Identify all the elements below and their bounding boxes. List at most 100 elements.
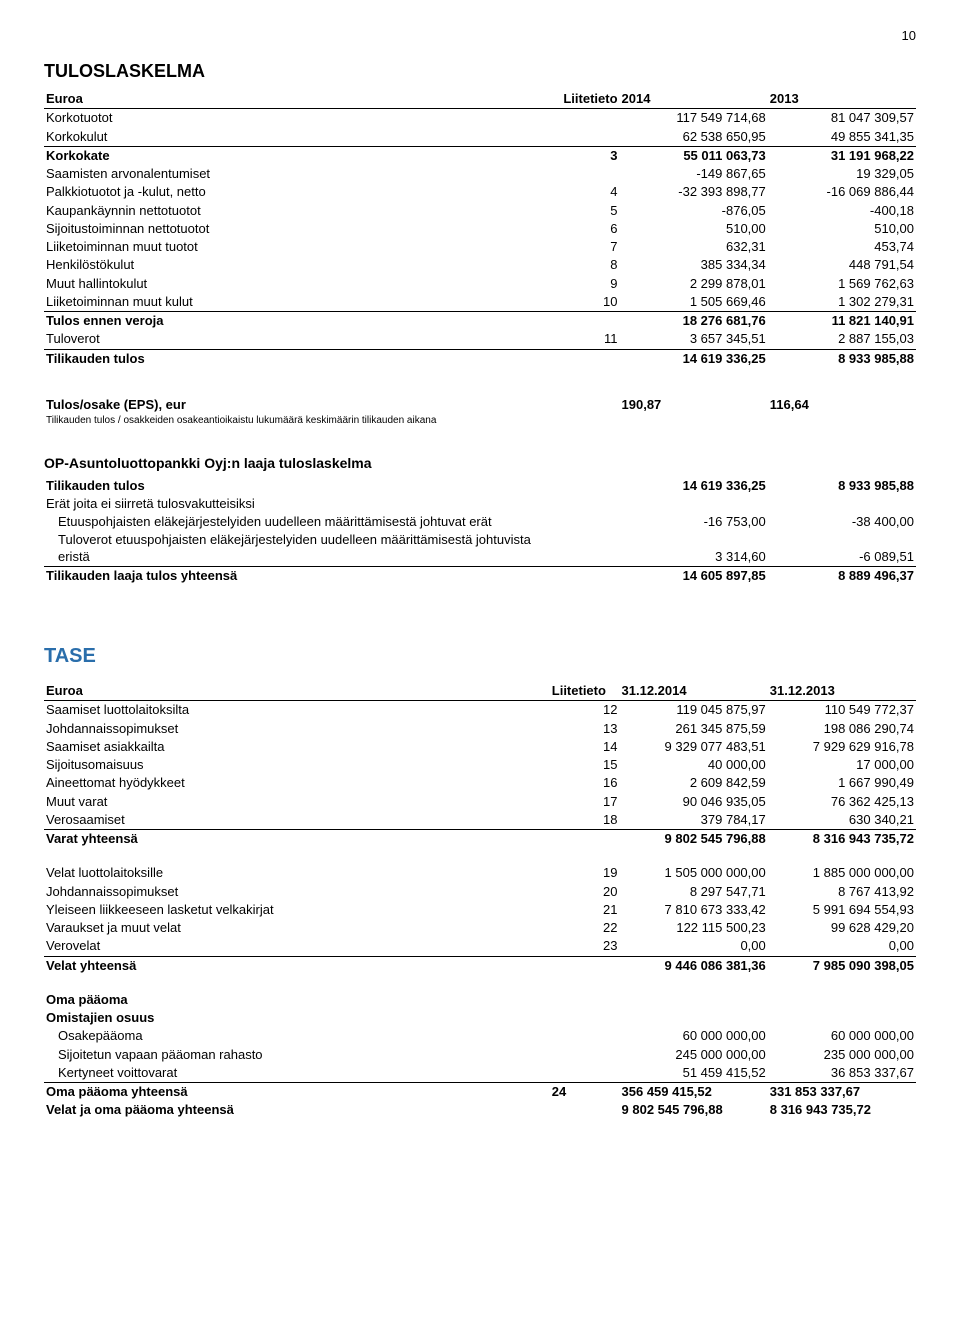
row-col-b: 8 933 985,88 (768, 477, 916, 495)
row-col-b: 31 191 968,22 (768, 146, 916, 165)
row-col-b: 11 821 140,91 (768, 312, 916, 331)
row-col-b: 630 340,21 (768, 811, 916, 830)
row-label: Aineettomat hyödykkeet (44, 774, 550, 792)
row-col-a: -16 753,00 (620, 513, 768, 531)
row-label: Henkilöstökulut (44, 256, 550, 274)
row-note (550, 109, 620, 128)
eps-table: Tulos/osake (EPS), eur 190,87 116,64 Til… (44, 396, 916, 429)
row-col-b: -38 400,00 (768, 513, 916, 531)
row-col-a: 261 345 875,59 (620, 720, 768, 738)
row-label: Korkokate (44, 146, 550, 165)
row-col-a: 2 609 842,59 (620, 774, 768, 792)
row-col-b: -400,18 (768, 202, 916, 220)
row-col-b: 448 791,54 (768, 256, 916, 274)
row-col-a: 0,00 (620, 937, 768, 956)
row-col-b: 453,74 (768, 238, 916, 256)
hdr-note: Liitetieto (550, 682, 620, 701)
hdr-b: 31.12.2013 (768, 682, 916, 701)
row-col-a: 7 810 673 333,42 (620, 901, 768, 919)
row-note: 18 (550, 811, 620, 830)
row-note: 15 (550, 756, 620, 774)
row-label: Saamiset asiakkailta (44, 738, 550, 756)
balance-sheet-table: Euroa Liitetieto 31.12.2014 31.12.2013 S… (44, 682, 916, 1120)
row-col-b: 0,00 (768, 937, 916, 956)
balance-sheet-title: TASE (44, 645, 916, 668)
row-note (550, 349, 620, 368)
row-label: Sijoitustoiminnan nettotuotot (44, 220, 550, 238)
row-label: Muut varat (44, 793, 550, 811)
row-col-a: 245 000 000,00 (620, 1046, 768, 1064)
row-label: Verovelat (44, 937, 550, 956)
row-col-a: 3 314,60 (620, 531, 768, 566)
laaja-table: Tilikauden tulos14 619 336,258 933 985,8… (44, 477, 916, 586)
row-label: Sijoitetun vapaan pääoman rahasto (44, 1046, 550, 1064)
income-statement-title: TULOSLASKELMA (44, 61, 916, 82)
row-col-b: 8 767 413,92 (768, 883, 916, 901)
row-col-a: 117 549 714,68 (620, 109, 768, 128)
row-note (550, 830, 620, 849)
row-label: Kaupankäynnin nettotuotot (44, 202, 550, 220)
income-statement-table: Euroa Liitetieto 2014 2013 Korkotuotot11… (44, 90, 916, 368)
row-note: 8 (550, 256, 620, 274)
row-label: Velat yhteensä (44, 956, 550, 975)
row-col-b: 510,00 (768, 220, 916, 238)
row-col-a: 510,00 (620, 220, 768, 238)
row-col-b: 8 316 943 735,72 (768, 830, 916, 849)
row-note: 14 (550, 738, 620, 756)
row-label: Tuloverot (44, 330, 550, 349)
row-note (550, 312, 620, 331)
grand-total-label: Velat ja oma pääoma yhteensä (44, 1101, 550, 1119)
row-col-a: -149 867,65 (620, 165, 768, 183)
row-label: Johdannaissopimukset (44, 720, 550, 738)
equity-hdr1: Oma pääoma (44, 991, 916, 1009)
row-col-b: 110 549 772,37 (768, 701, 916, 720)
row-col-a: 62 538 650,95 (620, 128, 768, 147)
row-note: 17 (550, 793, 620, 811)
row-col-b: 19 329,05 (768, 165, 916, 183)
hdr-label: Euroa (44, 90, 550, 109)
row-col-b: 2 887 155,03 (768, 330, 916, 349)
row-label: Sijoitusomaisuus (44, 756, 550, 774)
row-col-b: 1 885 000 000,00 (768, 864, 916, 882)
grand-total-b: 8 316 943 735,72 (768, 1101, 916, 1119)
row-note: 22 (550, 919, 620, 937)
equity-total-note: 24 (550, 1083, 620, 1102)
row-col-b: 1 569 762,63 (768, 275, 916, 293)
eps-footnote: Tilikauden tulos / osakkeiden osakeantio… (44, 414, 916, 429)
row-col-b: 17 000,00 (768, 756, 916, 774)
row-label: Liiketoiminnan muut kulut (44, 293, 550, 312)
row-col-b: 1 667 990,49 (768, 774, 916, 792)
eps-a: 190,87 (620, 396, 768, 414)
row-col-b: 1 302 279,31 (768, 293, 916, 312)
row-col-a: 18 276 681,76 (620, 312, 768, 331)
row-label: Varat yhteensä (44, 830, 550, 849)
row-note: 16 (550, 774, 620, 792)
row-col-b: 49 855 341,35 (768, 128, 916, 147)
row-note: 9 (550, 275, 620, 293)
row-note: 19 (550, 864, 620, 882)
row-note: 11 (550, 330, 620, 349)
row-note: 21 (550, 901, 620, 919)
row-col-a: 90 046 935,05 (620, 793, 768, 811)
equity-hdr2: Omistajien osuus (44, 1009, 916, 1027)
hdr-b: 2013 (768, 90, 916, 109)
page-number: 10 (44, 28, 916, 43)
row-col-b: 99 628 429,20 (768, 919, 916, 937)
row-label: Erät joita ei siirretä tulosvakutteisiks… (44, 495, 550, 513)
row-col-a: 9 802 545 796,88 (620, 830, 768, 849)
row-label: Palkkiotuotot ja -kulut, netto (44, 183, 550, 201)
row-label: Saamisten arvonalentumiset (44, 165, 550, 183)
row-col-b: 7 929 629 916,78 (768, 738, 916, 756)
hdr-note: Liitetieto (550, 90, 620, 109)
row-col-b: -16 069 886,44 (768, 183, 916, 201)
row-note: 13 (550, 720, 620, 738)
row-note: 3 (550, 146, 620, 165)
row-label: Johdannaissopimukset (44, 883, 550, 901)
row-label: Tulos ennen veroja (44, 312, 550, 331)
row-col-b (768, 495, 916, 513)
row-label: Tilikauden tulos (44, 349, 550, 368)
row-col-a: 9 446 086 381,36 (620, 956, 768, 975)
row-note: 12 (550, 701, 620, 720)
equity-total-b: 331 853 337,67 (768, 1083, 916, 1102)
row-col-b: 76 362 425,13 (768, 793, 916, 811)
